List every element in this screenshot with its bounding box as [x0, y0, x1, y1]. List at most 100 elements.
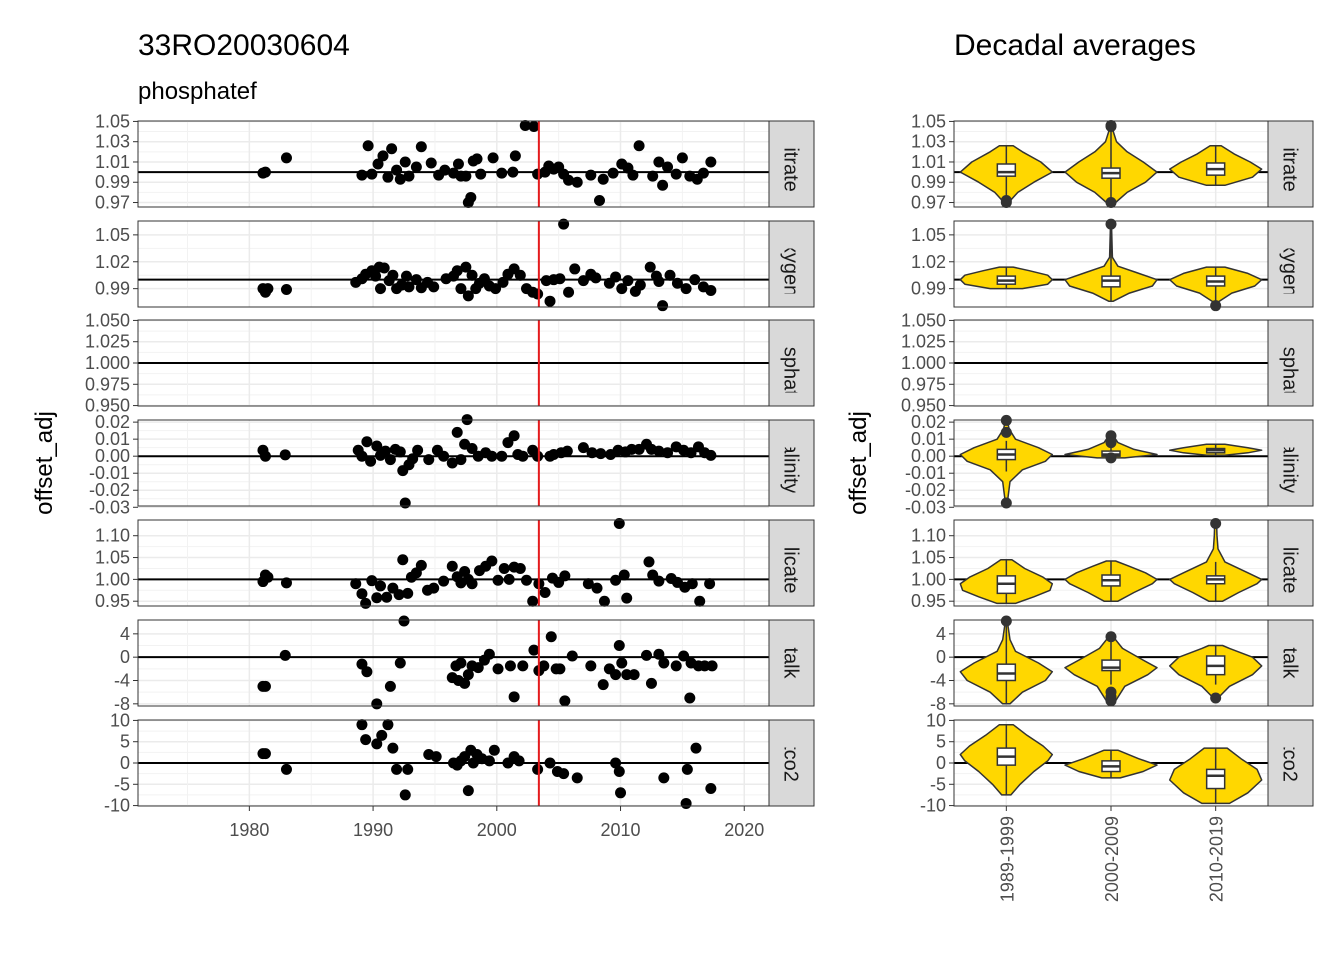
data-point	[386, 143, 398, 155]
facet-strip	[1267, 319, 1314, 407]
data-point	[366, 168, 378, 180]
y-tick-label: 1.050	[85, 310, 130, 330]
y-tick-label: 1.01	[911, 152, 946, 172]
boxplot-outlier	[1000, 194, 1012, 206]
data-point	[613, 517, 625, 529]
data-point	[705, 156, 717, 168]
data-point	[670, 660, 682, 672]
y-tick-label: -0.01	[89, 463, 130, 483]
y-tick-label: 1.10	[911, 526, 946, 546]
data-point	[508, 691, 520, 703]
data-points	[257, 517, 716, 609]
facet-strip-label: oxygen	[780, 232, 802, 297]
facet-strip-label: nitrate	[780, 136, 802, 192]
y-tick-label: -0.02	[905, 480, 946, 500]
data-point	[653, 648, 665, 660]
data-point	[520, 574, 532, 586]
data-point	[384, 680, 396, 692]
data-point	[259, 450, 271, 462]
y-tick-label: 0.00	[911, 446, 946, 466]
facet-strip	[1267, 619, 1314, 707]
violin-group-2000-2009	[1064, 430, 1158, 464]
data-point	[391, 763, 403, 775]
y-tick-label: 1.05	[95, 111, 130, 131]
data-point	[375, 283, 387, 295]
violin-group-1989-1999	[959, 558, 1054, 605]
data-point	[563, 286, 575, 298]
data-point	[582, 578, 594, 590]
data-point	[613, 640, 625, 652]
data-point	[412, 444, 424, 456]
y-tick-label: 1.000	[901, 353, 946, 373]
data-point	[591, 582, 603, 594]
data-point	[381, 591, 393, 603]
data-point	[610, 271, 622, 283]
facet-strip-label: phosphatef	[780, 314, 802, 413]
panel-salinity: -0.03-0.02-0.010.000.010.02 salinity	[89, 412, 815, 517]
data-point	[622, 275, 634, 287]
y-tick-label: 1.03	[911, 132, 946, 152]
data-point	[514, 562, 526, 574]
data-point	[585, 660, 597, 672]
data-point	[517, 660, 529, 672]
violin-group-2000-2009	[1064, 631, 1158, 707]
y-tick-label: 0.01	[95, 429, 130, 449]
x-category-label: 2000-2009	[1102, 816, 1122, 902]
y-tick-label: 1.05	[95, 548, 130, 568]
data-point	[280, 577, 292, 589]
boxplot-outlier	[1210, 300, 1222, 312]
data-point	[446, 457, 458, 469]
data-point	[598, 595, 610, 607]
data-point	[686, 578, 698, 590]
data-point	[451, 265, 463, 277]
data-point	[507, 166, 519, 178]
y-tick-label: 1.00	[95, 569, 130, 589]
facet-strip	[768, 120, 815, 208]
y-tick-label: -5	[930, 774, 946, 794]
violin-group-2010-2019	[1168, 747, 1263, 805]
violin-panel-talk: -8 -4 0 4 talk	[930, 615, 1314, 714]
y-tick-label: -4	[114, 670, 130, 690]
data-point	[379, 445, 391, 457]
data-point	[394, 446, 406, 458]
data-point	[391, 164, 403, 176]
facet-strip-label: salinity	[780, 432, 802, 493]
data-point	[425, 157, 437, 169]
y-tick-label: 0.02	[95, 412, 130, 432]
data-point	[394, 657, 406, 669]
data-point	[361, 436, 373, 448]
y-tick-label: 0.975	[85, 374, 130, 394]
data-point	[532, 288, 544, 300]
y-tick-label: 0.99	[911, 279, 946, 299]
data-point	[664, 269, 676, 281]
data-point	[370, 270, 382, 282]
data-point	[365, 455, 377, 467]
data-point	[423, 454, 435, 466]
data-point	[628, 669, 640, 681]
data-point	[670, 168, 682, 180]
data-point	[399, 156, 411, 168]
y-tick-label: 1.02	[911, 252, 946, 272]
violin-group-2010-2019	[1168, 443, 1263, 457]
data-point	[438, 450, 450, 462]
y-tick-label: 1.10	[95, 526, 130, 546]
data-point	[279, 449, 291, 461]
y-tick-label: -0.03	[905, 497, 946, 517]
facet-strip-label: oxygen	[1279, 232, 1301, 297]
data-point	[544, 295, 556, 307]
data-point	[610, 757, 622, 769]
data-point	[678, 650, 690, 662]
data-point	[415, 141, 427, 153]
boxplot-outlier	[1105, 686, 1117, 698]
x-tick-label: 1990	[353, 820, 393, 840]
data-point	[684, 692, 696, 704]
violin-panel-oxygen: 0.99 1.02 1.05 oxygen	[911, 218, 1314, 312]
data-point	[538, 660, 550, 672]
y-tick-label: 0	[120, 647, 130, 667]
facet-strip	[768, 319, 815, 407]
y-tick-label: 0.97	[95, 193, 130, 213]
data-points	[257, 414, 717, 509]
x-tick-label: 2000	[477, 820, 517, 840]
facet-strip	[1267, 519, 1314, 607]
data-point	[462, 290, 474, 302]
